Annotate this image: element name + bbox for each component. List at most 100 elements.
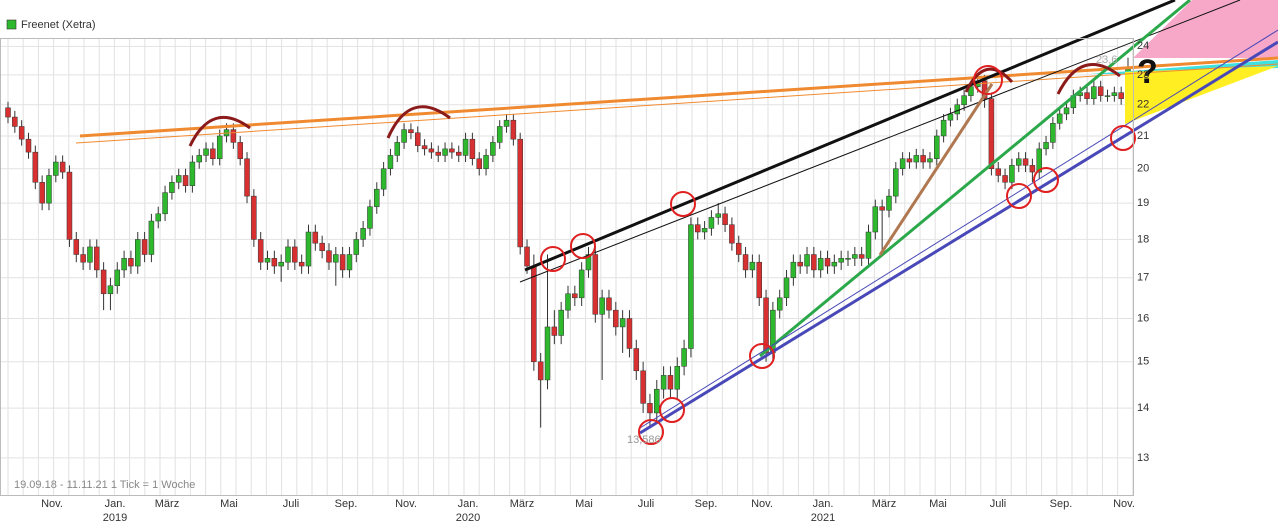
candle-body [879, 206, 885, 211]
candle-body [490, 142, 496, 156]
year-label: 2020 [456, 512, 480, 524]
x-tick-label: Nov. [41, 498, 63, 510]
hump [964, 67, 1014, 93]
candle-body [619, 318, 626, 328]
candle-body [155, 213, 161, 222]
x-tick-label: März [155, 498, 179, 510]
hump [1056, 62, 1121, 95]
candle-body [1097, 86, 1104, 96]
footnote: 19.09.18 - 11.11.21 1 Tick = 1 Woche [14, 479, 195, 491]
y-tick-label: 14 [1137, 402, 1149, 414]
candle-body [415, 132, 421, 146]
candle-body [305, 231, 312, 267]
trend-line [524, 0, 1176, 272]
humps [188, 62, 1121, 147]
x-tick-label: Jan. [813, 498, 834, 510]
candle-body [1056, 113, 1063, 124]
yellow-zone [1125, 66, 1278, 124]
candle-body [988, 98, 995, 169]
candle-body [455, 151, 462, 156]
x-tick-label: Sep. [335, 498, 358, 510]
candle-body [626, 318, 633, 349]
plot-frame [0, 38, 1134, 496]
candle-body [141, 239, 148, 255]
candle-body [244, 158, 250, 197]
x-tick-label: Nov. [1113, 498, 1135, 510]
candle-body [817, 258, 824, 271]
candle-body [578, 269, 585, 299]
candle-body [558, 309, 564, 336]
candle-body [66, 171, 73, 240]
candle-body [585, 254, 592, 271]
low-label: 13,586 [627, 434, 661, 446]
candle-body [1029, 165, 1036, 173]
candle-body [360, 228, 366, 240]
candle-body [913, 155, 920, 163]
candle-body [1050, 123, 1056, 143]
candle-body [565, 293, 571, 311]
cyan-zone [1090, 60, 1278, 74]
candle-body [128, 258, 134, 267]
candle-body [100, 269, 107, 295]
x-tick-label: Nov. [751, 498, 773, 510]
candle-body [148, 220, 155, 255]
question-mark: ? [1137, 53, 1158, 91]
candle-body [196, 155, 202, 163]
x-tick-label: Mai [575, 498, 593, 510]
candle-body [18, 126, 25, 140]
candle-body [647, 403, 653, 414]
candle-body [1022, 158, 1029, 166]
candle-body [408, 129, 414, 134]
candle-body [1091, 86, 1097, 99]
candle-body [695, 224, 701, 233]
candle-body [298, 261, 305, 267]
candle-body [858, 254, 865, 259]
drawings: 13,586 23,6 ? [75, 0, 1278, 446]
candle-body [292, 246, 298, 263]
candle-body [1063, 107, 1070, 115]
candle-body [811, 254, 817, 271]
candle-body [899, 158, 906, 169]
x-tick-label: Sep. [695, 498, 718, 510]
candle-body [1111, 92, 1118, 96]
y-tick-label: 24 [1137, 40, 1149, 52]
circle [1110, 125, 1136, 151]
brown-line [878, 83, 994, 256]
candle-body [613, 309, 619, 328]
x-tick-label: Nov. [395, 498, 417, 510]
candle-body [1118, 92, 1124, 99]
candle-body [237, 142, 243, 159]
candle-body [230, 129, 237, 143]
candle-body [940, 119, 947, 137]
candle-body [599, 297, 605, 315]
candle-body [346, 254, 353, 271]
candle-body [995, 168, 1001, 176]
x-tick-label: März [872, 498, 896, 510]
candle-body [312, 231, 319, 244]
high-label: 23,6 [1096, 54, 1117, 66]
support-line [639, 40, 1278, 435]
circle [540, 246, 566, 272]
candle-body [32, 151, 39, 183]
candle-body [428, 148, 435, 153]
candle-body [968, 86, 974, 96]
candle-body [216, 135, 223, 159]
candle-body [121, 258, 127, 271]
candle-body [387, 155, 394, 169]
x-tick-label: Juli [638, 498, 655, 510]
y-tick-label: 17 [1137, 272, 1149, 284]
candle-body [872, 206, 879, 233]
candle-body [742, 254, 749, 271]
resistance-line [79, 56, 1278, 138]
candle-body [107, 285, 114, 295]
y-tick-label: 22 [1137, 99, 1149, 111]
candle-body [285, 246, 291, 263]
y-tick-label: 15 [1137, 356, 1149, 368]
candle-body [510, 119, 517, 140]
candle-body [906, 158, 913, 163]
x-tick-label: Jan. [105, 498, 126, 510]
candle-body [524, 246, 530, 267]
candle-body [333, 254, 339, 263]
candle-body [606, 297, 612, 311]
